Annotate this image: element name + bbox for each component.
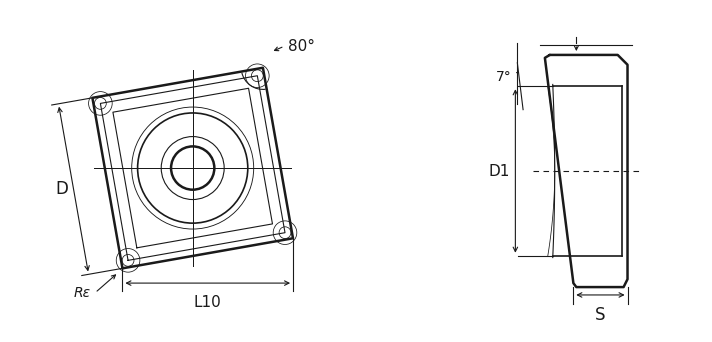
Text: D: D (56, 180, 68, 198)
Text: 7°: 7° (496, 69, 511, 83)
Text: 80°: 80° (288, 39, 315, 54)
Text: S: S (595, 306, 606, 324)
Text: L10: L10 (194, 295, 221, 310)
Text: D1: D1 (488, 163, 510, 179)
Text: Rε: Rε (74, 286, 91, 300)
